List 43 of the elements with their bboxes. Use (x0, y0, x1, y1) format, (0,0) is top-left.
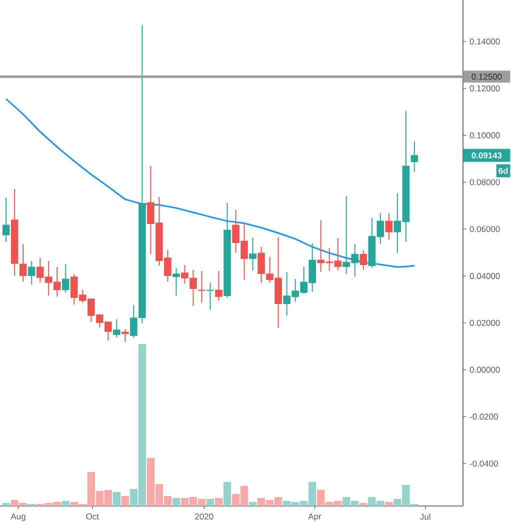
candlestick (360, 250, 367, 270)
y-tick-label: 0.00000 (470, 366, 500, 373)
bar (385, 502, 393, 506)
ref-line-label: 0.12500 (472, 74, 502, 80)
candlestick (113, 318, 120, 338)
candlestick (385, 212, 393, 240)
y-tick-label: 0.10000 (470, 132, 500, 138)
bar (112, 492, 120, 506)
y-tick-label: -0.0200 (470, 414, 498, 420)
candlestick (410, 140, 418, 172)
candlestick (198, 270, 206, 304)
x-tick-label: Jul (420, 514, 430, 520)
bar (172, 498, 180, 506)
y-tick-label: 0.06000 (470, 226, 500, 232)
candlestick (249, 237, 256, 272)
line-series (5, 98, 416, 268)
x-tick-label: Apr (308, 514, 322, 522)
candlestick (172, 268, 180, 296)
candlestick (215, 270, 222, 302)
y-tick-label: 0.02000 (470, 320, 500, 326)
x-tick-label: 2020 (195, 514, 214, 520)
y-tick-label: 0.04000 (470, 272, 500, 279)
y-tick-label: -0.0400 (470, 460, 498, 467)
bar (360, 502, 368, 506)
bar (248, 502, 257, 506)
bar (223, 482, 232, 506)
candlestick (2, 197, 10, 242)
y-tick-label: 0.12000 (470, 85, 500, 92)
candlestick (62, 264, 70, 294)
bar (206, 498, 214, 506)
x-tick-label: Aug (10, 514, 26, 522)
candlestick (206, 282, 214, 310)
bar (2, 502, 10, 506)
x-tick-label: Oct (86, 514, 99, 520)
text: 0.09143 (472, 152, 502, 158)
y-tick-label: 0.14000 (470, 38, 500, 44)
candlestick (28, 260, 36, 286)
candlestick (122, 328, 129, 342)
bar (62, 500, 70, 506)
bar (214, 498, 223, 506)
bar (121, 496, 129, 506)
text: 6d (498, 168, 508, 174)
y-tick-label: 0.08000 (470, 179, 500, 186)
